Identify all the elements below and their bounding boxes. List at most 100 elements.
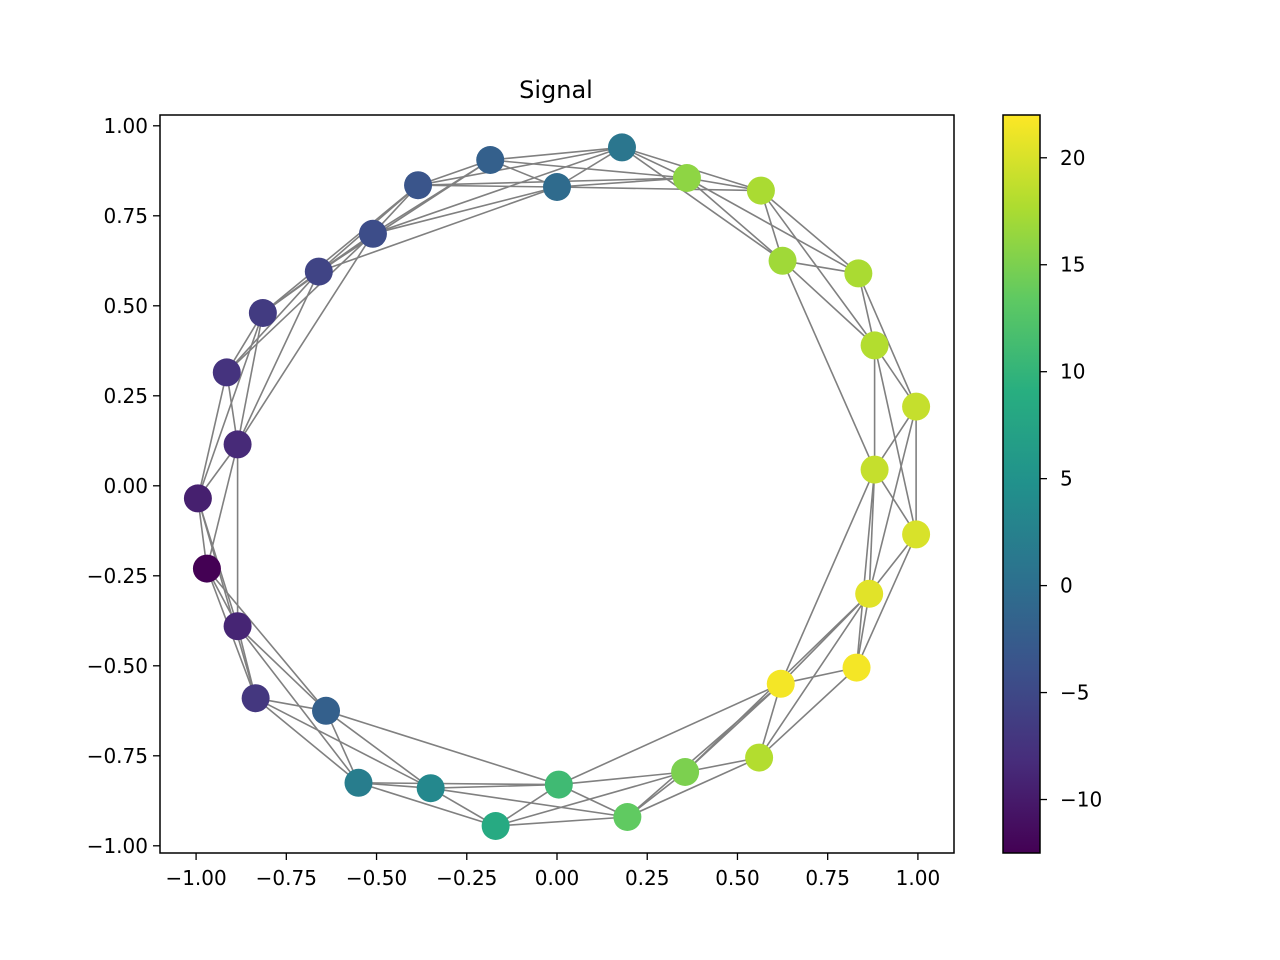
graph-node xyxy=(746,176,775,205)
graph-edge xyxy=(868,406,917,594)
colorbar-tick-label: 10 xyxy=(1060,360,1085,384)
plot-frame xyxy=(159,114,955,854)
graph-edge xyxy=(495,816,628,827)
graph-edge xyxy=(417,146,623,186)
graph-node xyxy=(544,770,573,799)
colorbar-tick-label: 20 xyxy=(1060,146,1085,170)
graph-node xyxy=(855,579,884,608)
graph-node xyxy=(476,146,505,174)
graph-node xyxy=(844,259,873,288)
graph-edge xyxy=(418,184,558,188)
graph-edge xyxy=(430,787,628,818)
graph-edge xyxy=(760,190,876,346)
graph-edge xyxy=(318,186,558,273)
graph-node xyxy=(860,331,889,360)
x-tick-label: −1.00 xyxy=(165,866,226,890)
graph-edge xyxy=(236,312,264,445)
graph-node xyxy=(745,743,774,772)
graph-edge xyxy=(868,469,876,594)
graph-node xyxy=(241,684,270,713)
colorbar-tick-label: 5 xyxy=(1060,467,1073,491)
graph-node xyxy=(613,803,642,831)
graph-edge xyxy=(760,189,859,275)
graph-edge xyxy=(782,260,876,346)
x-axis: −1.00 −0.75 −0.50 −0.25 0.00 0.25 0.50 0.75 1.00 xyxy=(165,853,940,890)
graph-node xyxy=(404,171,433,200)
chart-title: Signal xyxy=(519,76,593,104)
graph-node xyxy=(304,257,333,286)
graph-node xyxy=(312,696,341,725)
graph-edge xyxy=(325,710,432,789)
graph-edge xyxy=(372,146,623,235)
graph-edge xyxy=(372,159,491,235)
graph-edge xyxy=(262,184,419,314)
graph-node xyxy=(902,520,931,549)
y-axis: 1.00 0.75 0.50 0.25 0.00 −0.25 −0.50 −0.75 −1.00 xyxy=(87,114,160,858)
graph-edge xyxy=(556,177,687,188)
y-tick-label: −0.75 xyxy=(87,744,148,768)
colorbar-tick-label: 15 xyxy=(1060,253,1085,277)
graph-edge xyxy=(621,146,784,262)
y-tick-label: 0.75 xyxy=(103,204,148,228)
graph-node xyxy=(543,173,571,201)
colorbar-tick-label: 0 xyxy=(1060,574,1073,598)
graph-edge xyxy=(237,625,327,712)
graph-edge xyxy=(626,683,782,818)
colorbar-tick-label: −10 xyxy=(1060,788,1102,812)
graph-edge xyxy=(236,233,374,445)
graph-edge xyxy=(372,186,558,235)
colorbar xyxy=(1002,114,1041,854)
graph-edge xyxy=(490,159,688,179)
graph-edge xyxy=(855,469,876,668)
x-tick-label: −0.25 xyxy=(436,866,497,890)
graph-node xyxy=(902,392,931,421)
x-tick-label: −0.75 xyxy=(256,866,317,890)
graph-edge xyxy=(226,233,374,373)
graph-node xyxy=(183,484,212,513)
graph-node xyxy=(223,430,252,459)
y-tick-label: −1.00 xyxy=(87,834,148,858)
graph-edge xyxy=(780,469,876,685)
graph-node xyxy=(212,358,241,387)
graph-edge xyxy=(206,444,239,569)
graph-edge xyxy=(686,177,859,275)
graph-edges xyxy=(197,146,917,827)
graph-edge xyxy=(358,782,559,786)
graph-node xyxy=(672,164,701,192)
graph-node xyxy=(358,219,387,248)
y-tick-label: 0.00 xyxy=(103,474,148,498)
graph-node xyxy=(842,653,871,682)
graph-edge xyxy=(855,534,917,668)
graph-edge xyxy=(781,260,876,470)
graph-edge xyxy=(325,710,560,786)
graph-edge xyxy=(236,271,320,445)
graph-edge xyxy=(873,345,917,535)
graph-node xyxy=(223,612,252,641)
graph-edge xyxy=(255,697,432,789)
graph-node xyxy=(766,669,795,698)
graph-edge xyxy=(490,146,623,161)
graph-node xyxy=(671,758,700,786)
graph-edge xyxy=(758,667,858,759)
x-tick-label: −0.50 xyxy=(346,866,407,890)
x-tick-label: 1.00 xyxy=(896,866,941,890)
colorbar-tick-label: −5 xyxy=(1060,681,1089,705)
graph-edge xyxy=(556,186,761,192)
x-tick-label: 0.75 xyxy=(805,866,850,890)
y-tick-label: 0.25 xyxy=(103,384,148,408)
graph-edge xyxy=(236,625,360,784)
x-tick-label: 0.50 xyxy=(715,866,760,890)
graph-edge xyxy=(358,782,496,827)
graph-node xyxy=(607,133,636,162)
graph-node xyxy=(860,455,889,484)
graph-edge xyxy=(558,771,686,786)
graph-node xyxy=(248,299,277,327)
graph-node xyxy=(481,812,510,840)
x-tick-label: 0.00 xyxy=(535,866,580,890)
graph-edge xyxy=(627,756,760,818)
y-tick-label: −0.25 xyxy=(87,564,148,588)
x-tick-label: 0.25 xyxy=(625,866,670,890)
graph-node xyxy=(768,246,797,275)
graph-edge xyxy=(255,697,360,784)
